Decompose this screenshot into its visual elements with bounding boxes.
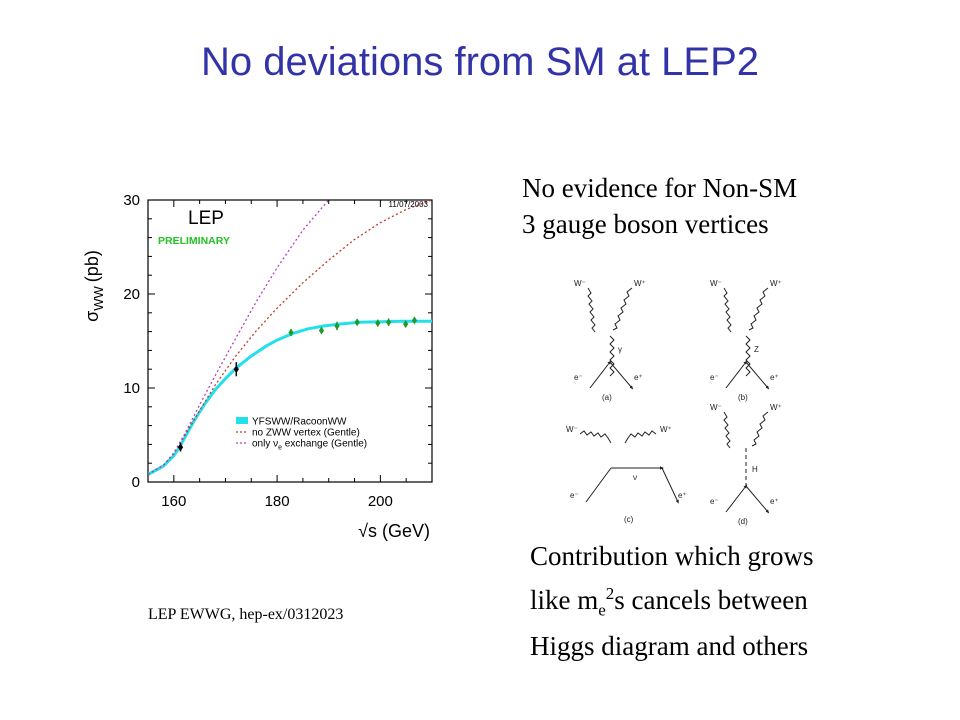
electron-line xyxy=(725,484,748,513)
electron-line xyxy=(585,467,612,503)
slide-title: No deviations from SM at LEP2 xyxy=(200,40,760,84)
label-e-minus: e⁻ xyxy=(574,373,583,382)
data-point xyxy=(403,320,409,329)
caption-b: (b) xyxy=(738,393,748,402)
diagram-d xyxy=(723,411,770,514)
data-point xyxy=(334,321,340,330)
y-axis-unit: (pb) xyxy=(82,250,102,282)
caption-c: (c) xyxy=(624,515,634,524)
data-point xyxy=(354,318,360,327)
x-tick-label: 200 xyxy=(368,493,393,510)
legend-swatch xyxy=(236,417,248,424)
w-minus-line xyxy=(723,411,731,449)
label-e-minus: e⁻ xyxy=(710,497,719,506)
note-bottom-line-3: Higgs diagram and others xyxy=(530,631,809,662)
note-subscript: e xyxy=(598,600,606,620)
label-w-plus: W⁺ xyxy=(634,279,646,288)
legend-label: YFSWW/RacoonWW xyxy=(252,417,347,428)
y-axis-label: σWW (pb) xyxy=(82,250,106,322)
data-point xyxy=(411,316,418,325)
legend-label: no ZWW vertex (Gentle) xyxy=(252,428,360,439)
electron-line xyxy=(725,360,748,389)
cross-section-chart: 160 180 200 0 10 20 30 √s (GeV) σWW (pb) 11/07/200… xyxy=(82,192,433,541)
label-higgs: H xyxy=(752,465,758,474)
w-minus-line xyxy=(587,287,596,333)
note-bottom: Contribution which grows like me2s cance… xyxy=(530,538,814,665)
label-w-minus: W⁻ xyxy=(710,403,722,412)
legend-label: only νe exchange (Gentle) xyxy=(252,439,367,452)
note-superscript: 2 xyxy=(605,584,615,603)
w-plus-line xyxy=(748,287,769,331)
citation: LEP EWWG, hep-ex/0312023 xyxy=(148,606,344,623)
legend-label-text: only ν xyxy=(252,439,278,450)
z-line xyxy=(745,335,751,377)
note-bottom-line-2: like me2s cancels between xyxy=(530,575,814,628)
label-nu: ν xyxy=(633,473,637,482)
data-point xyxy=(375,319,381,328)
legend-label-text: exchange (Gentle) xyxy=(282,439,367,450)
plot-frame xyxy=(147,199,433,483)
label-e-minus: e⁻ xyxy=(570,491,579,500)
experiment-label: LEP xyxy=(188,208,224,229)
data-point xyxy=(177,443,184,452)
label-e-plus: e⁺ xyxy=(678,491,687,500)
data-point xyxy=(318,326,325,335)
label-w-minus: W⁻ xyxy=(566,425,578,434)
w-minus-line xyxy=(579,430,612,444)
label-w-minus: W⁻ xyxy=(710,279,722,288)
data-point xyxy=(386,318,392,327)
caption-d: (d) xyxy=(738,517,748,526)
label-e-plus: e⁺ xyxy=(634,373,643,382)
w-plus-line xyxy=(751,411,769,447)
label-w-plus: W⁺ xyxy=(660,425,672,434)
label-w-minus: W⁻ xyxy=(574,279,586,288)
series-dotted-1 xyxy=(148,200,432,476)
diagram-a xyxy=(587,287,634,390)
gamma-line xyxy=(609,335,615,377)
w-plus-line xyxy=(612,287,633,331)
date-label: 11/07/2003 xyxy=(389,200,429,209)
w-minus-line xyxy=(723,287,732,333)
x-tick-label: 180 xyxy=(265,493,290,510)
status-label: PRELIMINARY xyxy=(158,235,230,247)
y-axis-subscript: WW xyxy=(91,285,106,310)
x-tick-label: 160 xyxy=(161,493,186,510)
legend-label-subscript: e xyxy=(278,445,282,452)
positron-line xyxy=(745,361,770,390)
feynman-diagrams: W⁻ W⁺ γ e⁻ e⁺ (a) W⁻ W⁺ Z e⁻ e⁺ (b) W⁻ W… xyxy=(566,279,782,526)
note-bottom-line-1: Contribution which grows xyxy=(530,541,814,571)
label-z: Z xyxy=(754,345,759,354)
note-top-line-1: No evidence for Non-SM xyxy=(522,173,798,203)
y-axis-symbol: σ xyxy=(82,311,102,322)
w-plus-line xyxy=(624,430,657,444)
label-e-plus: e⁺ xyxy=(770,497,779,506)
diagram-c xyxy=(579,430,679,504)
y-tick-label: 30 xyxy=(123,192,140,209)
label-w-plus: W⁺ xyxy=(770,403,782,412)
y-tick-label: 20 xyxy=(123,286,140,303)
series-band-0 xyxy=(148,319,432,476)
label-gamma: γ xyxy=(618,345,622,354)
series-dotted-2 xyxy=(148,200,330,476)
note-text: s cancels between xyxy=(614,585,808,615)
label-e-minus: e⁻ xyxy=(710,373,719,382)
caption-a: (a) xyxy=(602,393,612,402)
electron-line xyxy=(589,360,612,389)
data-point xyxy=(288,328,294,337)
note-top: No evidence for Non-SM 3 gauge boson ver… xyxy=(522,170,797,242)
data-point xyxy=(233,365,239,374)
positron-line xyxy=(609,361,634,390)
y-tick-label: 0 xyxy=(132,474,140,491)
positron-line xyxy=(745,485,770,514)
positron-line xyxy=(661,467,679,504)
diagram-b xyxy=(723,287,770,390)
x-axis-label: √s (GeV) xyxy=(358,521,430,541)
label-w-plus: W⁺ xyxy=(770,279,782,288)
label-e-plus: e⁺ xyxy=(770,373,779,382)
note-text: like m xyxy=(530,585,599,615)
note-top-line-2: 3 gauge boson vertices xyxy=(522,209,769,239)
y-tick-label: 10 xyxy=(123,380,140,397)
plot-area xyxy=(148,200,432,476)
